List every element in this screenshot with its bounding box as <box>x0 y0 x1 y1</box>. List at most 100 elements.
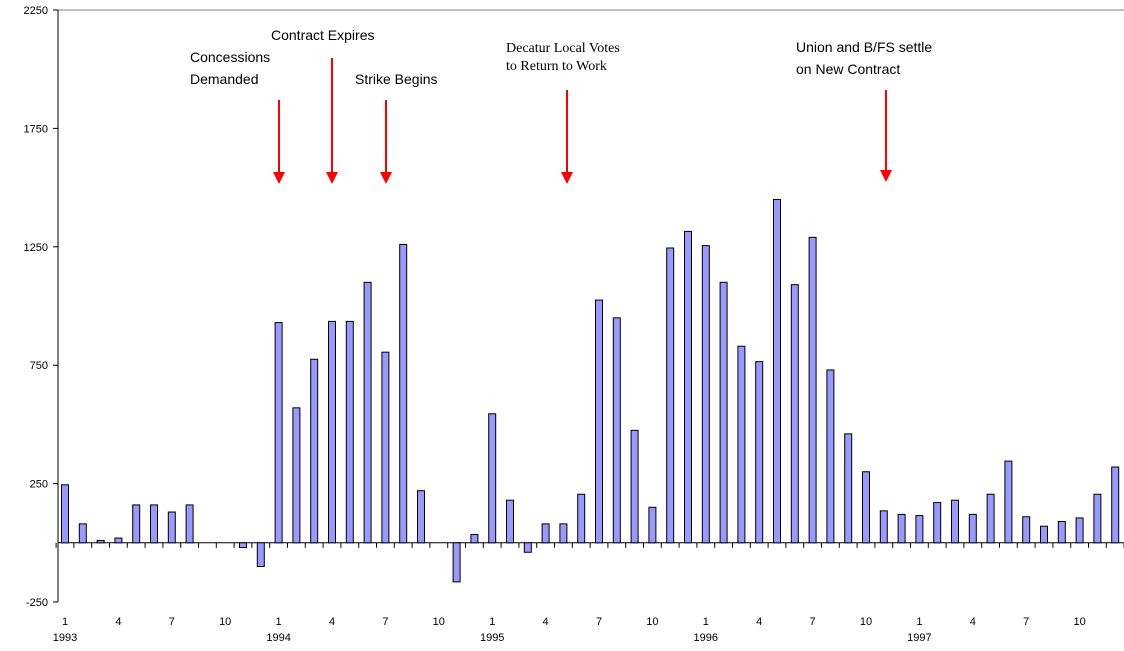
arrow-head <box>273 172 285 184</box>
bar <box>612 317 621 544</box>
bar <box>132 504 141 544</box>
bar <box>808 236 817 544</box>
bar <box>951 499 959 544</box>
x-tick-label: 10 <box>1073 616 1085 628</box>
bar <box>256 542 265 567</box>
y-tick-label: 1750 <box>24 123 48 135</box>
bar <box>915 515 924 544</box>
x-tick-label: 10 <box>433 616 445 628</box>
bar <box>363 281 372 544</box>
annotation: Strike Begins <box>355 71 437 184</box>
bar <box>488 413 497 544</box>
x-tick-label: 4 <box>970 616 976 628</box>
x-tick-label: 10 <box>219 616 231 628</box>
bar <box>506 499 514 544</box>
x-tick-label: 1 <box>489 616 495 628</box>
x-year-label: 1997 <box>907 632 931 644</box>
bar <box>933 502 942 544</box>
bar <box>452 542 461 583</box>
bar <box>1111 466 1120 544</box>
bar <box>701 245 710 544</box>
bar <box>826 369 835 544</box>
x-tick-label: 10 <box>646 616 658 628</box>
bar <box>310 358 319 544</box>
x-tick-label: 1 <box>703 616 709 628</box>
bar <box>345 320 354 544</box>
x-year-label: 1995 <box>480 632 504 644</box>
bar <box>737 345 746 544</box>
bar <box>630 429 639 544</box>
x-tick-label: 7 <box>810 616 816 628</box>
bar <box>666 247 675 544</box>
x-year-label: 1996 <box>694 632 718 644</box>
bar <box>61 484 69 544</box>
bar <box>773 198 781 544</box>
bar <box>1075 517 1084 544</box>
bar <box>150 504 158 544</box>
bar <box>167 511 176 544</box>
bar <box>755 361 764 544</box>
x-year-label: 1994 <box>266 632 290 644</box>
bar <box>986 493 995 544</box>
annotation: Decatur Local Votes to Return to Work <box>506 41 620 184</box>
x-year-label: 1993 <box>53 632 77 644</box>
x-tick-label: 1 <box>916 616 922 628</box>
x-tick-label: 1 <box>276 616 282 628</box>
annotation: Union and B/FS settle on New Contract <box>796 39 932 182</box>
x-tick-label: 7 <box>596 616 602 628</box>
bar <box>648 506 657 544</box>
bar <box>577 493 586 544</box>
annotation-text: Union and B/FS settle <box>796 39 932 55</box>
bar <box>1004 460 1013 544</box>
bar <box>1093 493 1102 544</box>
bar <box>274 322 283 544</box>
bar <box>595 299 603 544</box>
y-tick-label: 750 <box>30 360 48 372</box>
x-tick-label: 1 <box>62 616 68 628</box>
bar <box>719 281 728 544</box>
annotation-text: Strike Begins <box>355 71 437 87</box>
bar <box>292 407 301 544</box>
bar <box>559 523 568 544</box>
x-tick-label: 4 <box>115 616 121 628</box>
bar <box>523 542 532 553</box>
bar <box>114 537 123 544</box>
bar <box>381 351 390 544</box>
bar <box>399 243 408 544</box>
arrow-head <box>380 172 392 184</box>
x-tick-label: 10 <box>860 616 872 628</box>
bar <box>790 284 799 544</box>
bar <box>239 542 247 549</box>
bar <box>1040 525 1048 544</box>
x-tick-label: 4 <box>543 616 549 628</box>
y-tick-label: 1250 <box>24 242 48 254</box>
x-tick-label: 4 <box>756 616 762 628</box>
x-tick-label: 7 <box>382 616 388 628</box>
arrow-head <box>880 170 892 182</box>
y-tick-label: 250 <box>30 479 48 491</box>
bar <box>470 534 479 544</box>
bar <box>541 523 550 544</box>
bar <box>96 539 105 544</box>
bar <box>862 471 870 544</box>
x-tick-label: 7 <box>169 616 175 628</box>
bar <box>1022 516 1031 544</box>
arrow-head <box>326 172 338 184</box>
y-tick-label: -250 <box>26 597 48 609</box>
bar <box>417 490 425 544</box>
annotation-text: Decatur Local Votes <box>506 41 620 56</box>
annotation-text: to Return to Work <box>506 59 607 74</box>
bar <box>78 523 87 544</box>
bar <box>684 230 692 544</box>
bar <box>328 320 336 544</box>
bar <box>185 504 194 544</box>
annotation-text: Concessions <box>190 49 270 65</box>
bar <box>1057 520 1066 544</box>
x-tick-label: 7 <box>1023 616 1029 628</box>
annotation-text: on New Contract <box>796 61 900 77</box>
annotation-text: Demanded <box>190 71 259 87</box>
y-tick-label: 2250 <box>24 5 48 17</box>
arrow-head <box>561 172 573 184</box>
